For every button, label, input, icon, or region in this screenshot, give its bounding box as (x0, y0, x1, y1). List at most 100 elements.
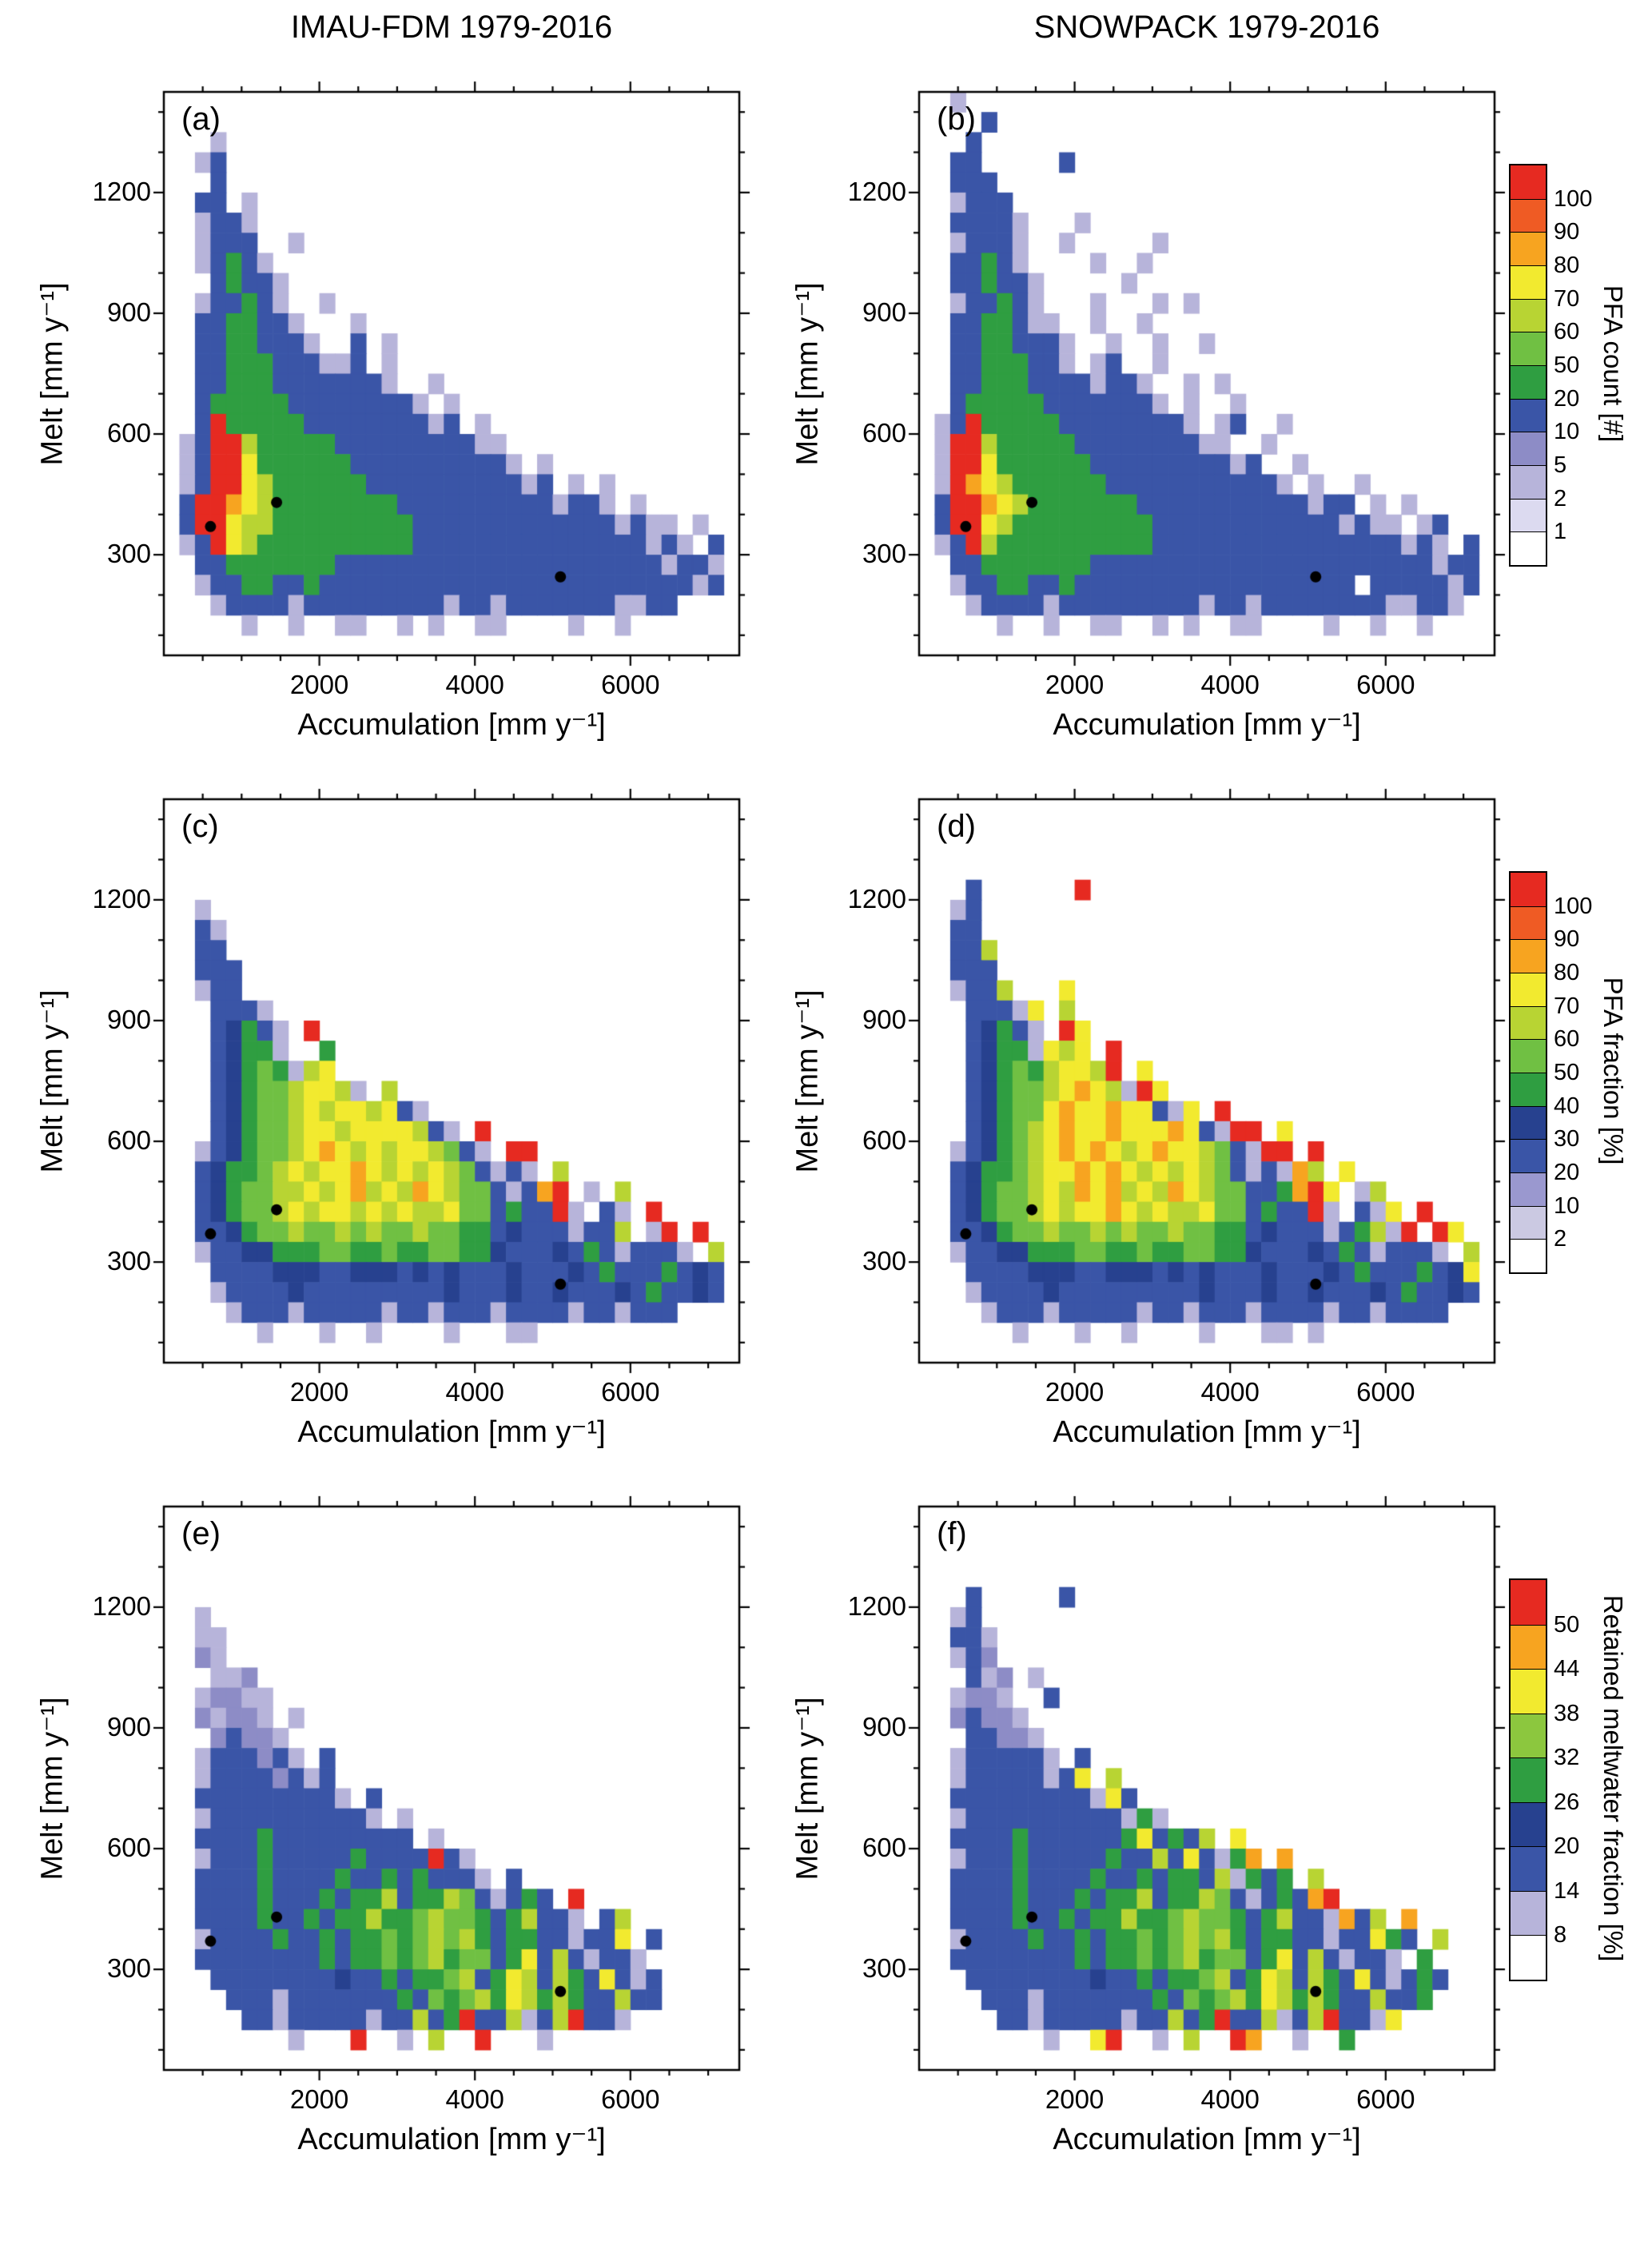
colorbar-tick-label: 20 (1554, 1160, 1580, 1185)
panel-letter: (d) (937, 809, 976, 844)
colorbar-tick-label: 60 (1554, 1026, 1580, 1053)
x-axis-title: Accumulation [mm y⁻¹] (1053, 1415, 1361, 1449)
colorbar-tick-label: 60 (1554, 319, 1580, 345)
x-tick-label: 6000 (1356, 670, 1415, 699)
x-tick-label: 6000 (1356, 1377, 1415, 1407)
colorbar-box (1511, 1669, 1546, 1714)
colorbar-tick-label: 20 (1554, 1833, 1580, 1860)
colorbar-tick-label: 90 (1554, 926, 1580, 953)
colorbar-tick-label: 90 (1554, 219, 1580, 245)
y-tick-label: 1200 (847, 883, 906, 914)
panel-e: 2000 4000 6000 300 600 900 1200 (e) Accumulation… (36, 1495, 750, 2156)
colorbar-tick-label: 10 (1554, 419, 1580, 445)
colorbar-box (1511, 332, 1546, 365)
colorbar-tick-label: 5 (1554, 452, 1567, 478)
colorbar-tick-label: 80 (1554, 960, 1580, 985)
x-tick-label: 2000 (289, 1377, 349, 1407)
panel-f: 2000 4000 6000 300 600 900 1200 (f) Accumulation… (791, 1495, 1506, 2156)
colorbar-box (1511, 498, 1546, 532)
colorbar-tick-label: 100 (1554, 185, 1593, 212)
y-axis-title: Melt [mm y⁻¹] (790, 989, 825, 1173)
y-axis-title: Melt [mm y⁻¹] (35, 989, 70, 1173)
heatmap-canvas-a (153, 81, 750, 667)
colorbar-tick-label: 70 (1554, 285, 1580, 312)
colorbar-tick-label: 30 (1554, 1126, 1580, 1152)
colorbar-tick-label: 38 (1554, 1700, 1580, 1726)
x-tick-label: 4000 (1200, 670, 1260, 699)
y-tick-label: 1200 (847, 176, 906, 206)
colorbar-box (1511, 1935, 1546, 1980)
x-tick-label: 2000 (289, 670, 349, 699)
x-tick-label: 4000 (1200, 2084, 1260, 2114)
x-axis-title: Accumulation [mm y⁻¹] (1053, 2123, 1361, 2156)
colorbar-box (1511, 464, 1546, 499)
panel-a: 2000 4000 6000 300 600 900 1200 (a) Accumulation… (36, 81, 750, 742)
colorbar-box (1511, 232, 1546, 265)
panel-letter: (f) (937, 1516, 967, 1551)
x-tick-label: 2000 (1045, 1377, 1105, 1407)
y-tick-label: 600 (106, 1833, 151, 1863)
y-axis-title: Melt [mm y⁻¹] (790, 1696, 825, 1881)
panel-letter: (c) (181, 809, 219, 844)
x-tick-label: 6000 (1356, 2084, 1415, 2114)
column-title-snowpack: SNOWPACK 1979-2016 (1033, 10, 1380, 45)
panel-letter: (e) (181, 1516, 221, 1551)
colorbar-tick-label: 50 (1554, 1060, 1580, 1085)
colorbar-box (1511, 1205, 1546, 1240)
panel-d: 2000 4000 6000 300 600 900 1200 (d) Accumulation… (791, 788, 1506, 1449)
y-tick-label: 300 (862, 539, 906, 569)
colorbar-tick-label: 32 (1554, 1745, 1580, 1771)
y-tick-label: 600 (862, 1125, 906, 1156)
y-axis-title: Melt [mm y⁻¹] (790, 281, 825, 466)
colorbar-box (1511, 432, 1546, 465)
y-tick-label: 300 (862, 1953, 906, 1984)
colorbar-tick-label: 20 (1554, 385, 1580, 412)
y-tick-label: 300 (106, 539, 151, 569)
colorbar-tick-label: 2 (1554, 485, 1567, 511)
x-tick-label: 2000 (1045, 670, 1105, 699)
colorbar-box (1511, 1846, 1546, 1891)
heatmap-canvas-b (908, 81, 1506, 667)
colorbar-tick-label: 50 (1554, 352, 1580, 378)
x-tick-label: 4000 (445, 2084, 504, 2114)
colorbar-box (1511, 265, 1546, 299)
panel-letter: (b) (937, 102, 976, 137)
colorbar-box (1511, 1139, 1546, 1172)
colorbar-tick-label: 100 (1554, 893, 1593, 919)
panel-b: 2000 4000 6000 300 600 900 1200 (b) Accumulation… (791, 81, 1506, 742)
y-tick-label: 1200 (92, 1590, 151, 1621)
x-axis-title: Accumulation [mm y⁻¹] (297, 1415, 606, 1449)
column-title-imau-fdm: IMAU-FDM 1979-2016 (290, 10, 613, 45)
y-tick-label: 600 (106, 418, 151, 448)
colorbar-box (1511, 298, 1546, 332)
colorbar-tick-label: 14 (1554, 1877, 1580, 1904)
y-tick-label: 900 (862, 297, 906, 327)
colorbar-pfa-fraction: PFA fraction [%] 2 10 20 30 40 50 60 70 80 90 100 (1509, 871, 1652, 1287)
colorbar-retained-meltwater: Retained meltwater fraction [%] 8 14 20 26 3… (1509, 1578, 1652, 1994)
panel-letter: (a) (181, 102, 221, 137)
x-tick-label: 4000 (445, 1377, 504, 1407)
y-tick-label: 1200 (92, 176, 151, 206)
x-tick-label: 6000 (601, 2084, 660, 2114)
colorbar-box (1511, 939, 1546, 973)
colorbar-box (1511, 1005, 1546, 1040)
colorbar-title-retained-meltwater: Retained meltwater fraction [%] (1598, 1594, 1628, 1962)
x-tick-label: 2000 (289, 2084, 349, 2114)
x-axis-title: Accumulation [mm y⁻¹] (1053, 708, 1361, 742)
colorbar-box (1511, 364, 1546, 399)
colorbar-box (1511, 398, 1546, 432)
x-tick-label: 2000 (1045, 2084, 1105, 2114)
colorbar-tick-label: 1 (1554, 519, 1567, 545)
heatmap-canvas-e (153, 1495, 750, 2081)
y-tick-label: 300 (106, 1246, 151, 1276)
colorbar-tick-label: 40 (1554, 1093, 1580, 1119)
colorbar-box (1511, 198, 1546, 233)
colorbar-box (1511, 165, 1546, 199)
colorbar-tick-label: 44 (1554, 1656, 1580, 1682)
heatmap-canvas-c (153, 788, 750, 1374)
colorbar-box (1511, 873, 1546, 906)
y-tick-label: 600 (862, 418, 906, 448)
y-tick-label: 300 (862, 1246, 906, 1276)
colorbar-tick-label: 10 (1554, 1192, 1580, 1219)
